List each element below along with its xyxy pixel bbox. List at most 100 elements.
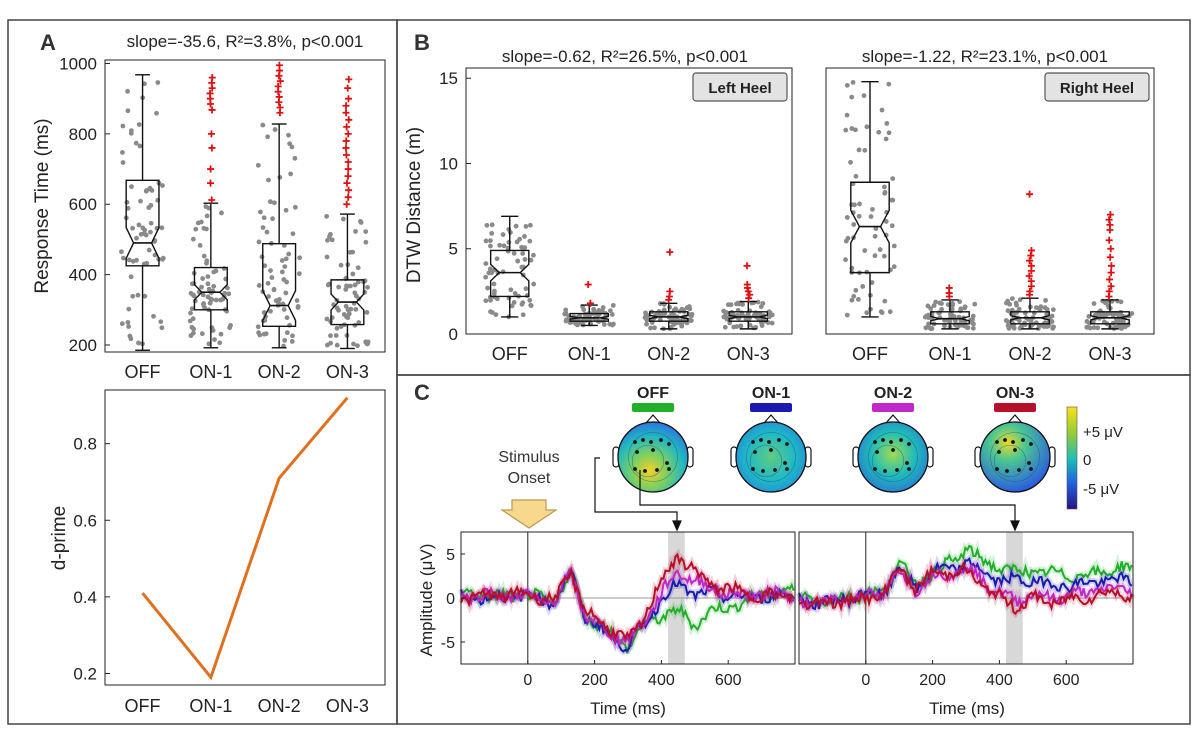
y-tick-label: 0.6 xyxy=(73,511,97,530)
electrode-dot xyxy=(783,461,787,465)
data-point xyxy=(363,239,369,245)
data-point xyxy=(324,254,330,260)
data-point xyxy=(872,233,878,239)
outlier-mark xyxy=(207,130,215,138)
contour-line xyxy=(749,444,783,478)
outlier-mark xyxy=(1106,253,1114,261)
x-tick-label: 400 xyxy=(986,672,1013,689)
outlier-mark xyxy=(1027,282,1035,290)
data-point xyxy=(264,229,270,235)
data-point xyxy=(1033,305,1039,311)
data-point xyxy=(266,294,271,299)
data-point xyxy=(886,81,892,87)
data-point xyxy=(257,332,263,338)
condition-color-bar xyxy=(632,403,674,412)
data-point xyxy=(191,326,197,332)
electrode-dot xyxy=(777,438,781,442)
data-point xyxy=(527,297,533,303)
data-point xyxy=(962,304,968,310)
data-point xyxy=(267,199,273,205)
stats-label: slope=-1.22, R²=23.1%, p<0.001 xyxy=(862,47,1108,66)
data-point xyxy=(743,316,749,322)
data-point xyxy=(137,143,143,149)
data-point xyxy=(284,330,290,336)
data-point xyxy=(509,303,515,309)
data-point xyxy=(155,80,161,85)
box xyxy=(930,311,970,325)
data-point xyxy=(138,231,144,237)
data-point xyxy=(352,290,358,296)
data-point xyxy=(154,110,159,116)
outlier-mark xyxy=(345,75,353,83)
data-point xyxy=(1014,302,1019,308)
data-point xyxy=(523,223,529,229)
data-point xyxy=(950,303,955,308)
electrode-dot xyxy=(1029,467,1033,471)
outlier-mark xyxy=(275,72,283,80)
data-point xyxy=(125,205,131,211)
data-point xyxy=(855,297,861,302)
plot-frame xyxy=(798,531,1134,665)
data-point xyxy=(272,200,277,206)
plot-frame xyxy=(825,67,1155,335)
panel-a-dprime: d-prime 0.2 0.4 0.6 0.8 OFF ON-1 ON-2 ON-3 xyxy=(49,389,386,716)
data-point xyxy=(1005,308,1011,314)
data-point xyxy=(611,321,616,327)
d-prime-line xyxy=(141,396,349,681)
outlier-mark xyxy=(1107,245,1115,253)
data-point xyxy=(506,239,512,245)
electrode-dot xyxy=(649,440,653,444)
outlier-mark xyxy=(343,200,351,208)
data-point xyxy=(1117,318,1123,323)
data-point xyxy=(928,306,934,311)
data-point xyxy=(1009,296,1015,301)
data-point xyxy=(200,292,206,298)
outlier-mark xyxy=(343,179,351,187)
data-point xyxy=(353,229,358,234)
electrode-dot xyxy=(785,467,789,471)
data-points xyxy=(119,80,371,349)
data-point xyxy=(679,306,685,312)
outlier-mark xyxy=(1105,236,1113,244)
data-point xyxy=(1017,297,1023,303)
electrode-dot xyxy=(881,438,885,442)
outlier-mark xyxy=(275,98,283,106)
contour-line xyxy=(990,432,1040,482)
x-tick-label: ON-2 xyxy=(258,696,301,716)
electrode-dot xyxy=(667,442,671,446)
x-tick-label: ON-3 xyxy=(1088,344,1131,364)
stimulus-label: Stimulus xyxy=(498,449,559,466)
data-point xyxy=(883,136,889,142)
y-axis-label: Response Time (ms) xyxy=(32,118,53,293)
outlier-mark xyxy=(744,287,752,295)
data-point xyxy=(129,184,134,190)
data-point xyxy=(190,236,196,242)
data-point xyxy=(130,225,135,231)
connector-arrows xyxy=(594,457,1020,532)
data-point xyxy=(937,300,943,306)
outlier-mark xyxy=(1106,226,1114,234)
nose-icon xyxy=(763,414,779,424)
data-point xyxy=(520,312,526,318)
data-point xyxy=(488,243,493,249)
outlier-mark xyxy=(207,179,215,187)
data-point xyxy=(133,140,139,146)
electrode-dot xyxy=(761,469,765,473)
data-point xyxy=(1005,319,1011,325)
outlier-mark xyxy=(276,109,284,117)
x-tick-label: OFF xyxy=(125,362,161,382)
outlier-mark xyxy=(344,84,352,92)
boxes xyxy=(125,61,365,351)
erp-left-plot: -5 0 5 0 200 400 600 xyxy=(441,531,797,689)
data-point xyxy=(221,266,227,271)
electrode-dot xyxy=(873,440,877,444)
electrode-dot xyxy=(875,450,879,454)
data-point xyxy=(755,299,761,305)
data-point xyxy=(601,322,607,327)
data-point xyxy=(121,255,126,261)
data-point xyxy=(1043,297,1048,303)
data-point xyxy=(213,268,219,274)
data-point xyxy=(767,311,773,317)
data-point xyxy=(522,245,528,250)
data-point xyxy=(188,333,194,339)
